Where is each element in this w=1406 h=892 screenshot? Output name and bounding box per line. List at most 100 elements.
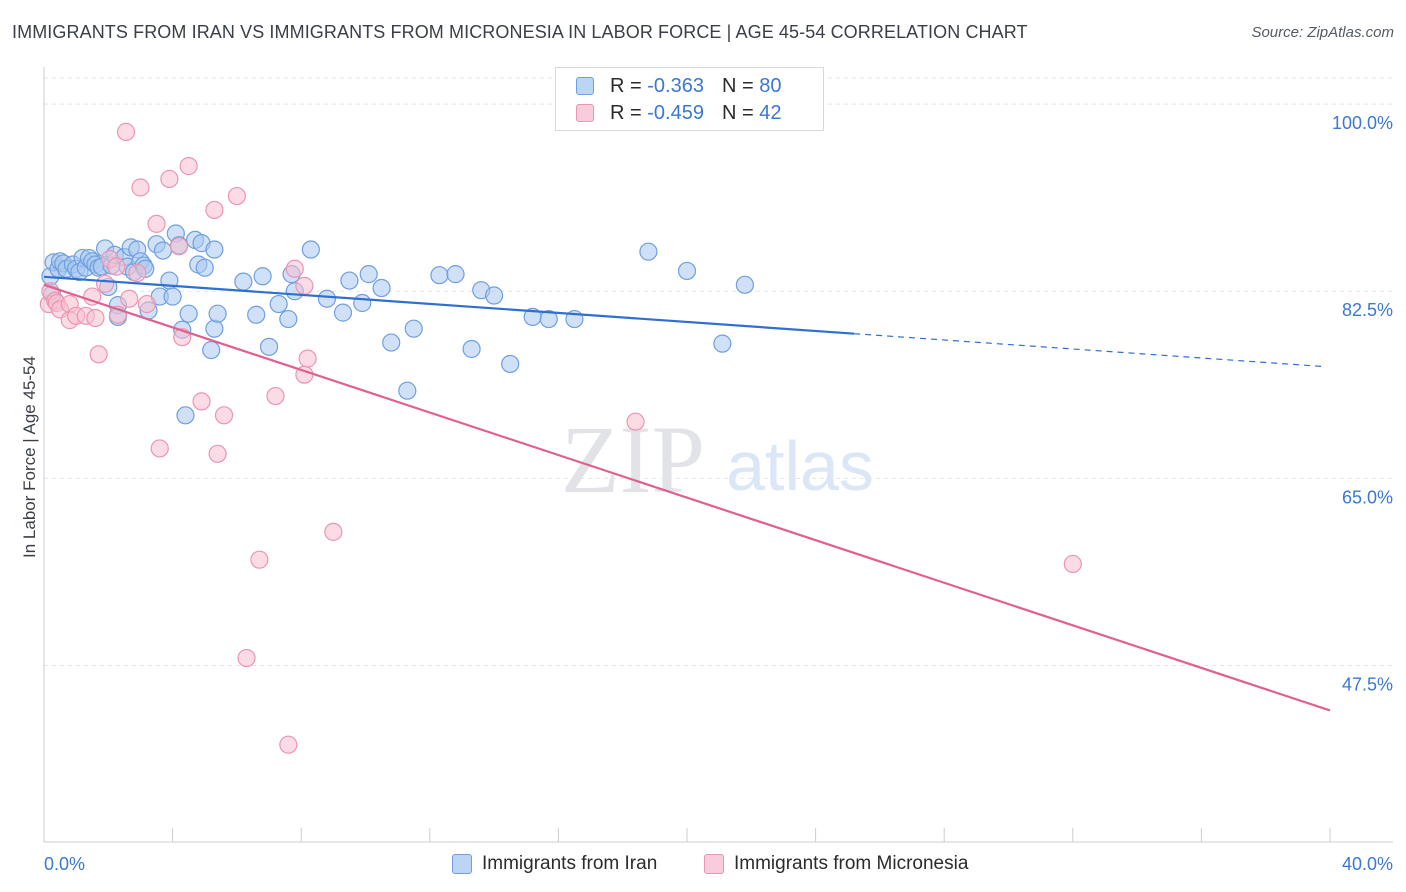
iran-point: [234, 272, 253, 291]
micronesia-point: [147, 214, 166, 233]
legend-item-iran[interactable]: Immigrants from Iran: [452, 851, 657, 877]
iran-point: [163, 287, 182, 306]
y-tick-label: 65.0%: [1342, 487, 1393, 507]
micronesia-point: [237, 648, 256, 668]
axis-labels: 100.0% 82.5% 65.0% 47.5% 0.0% 40.0% In Labor F…: [20, 113, 1393, 874]
x-tick-label: 40.0%: [1342, 854, 1393, 874]
y-tick-label: 82.5%: [1342, 300, 1393, 320]
micronesia-point: [298, 349, 317, 368]
micronesia-point: [131, 178, 150, 197]
legend-item-micronesia[interactable]: Immigrants from Micronesia: [704, 851, 968, 877]
iran-point: [205, 319, 224, 338]
iran-point: [539, 309, 558, 329]
iran-point: [713, 334, 732, 353]
stats-legend-row-iran: R = -0.363 N = 80: [576, 73, 781, 99]
iran-point: [301, 240, 320, 259]
chart-title: IMMIGRANTS FROM IRAN VS IMMIGRANTS FROM …: [12, 22, 1028, 42]
legend-label-micronesia: Immigrants from Micronesia: [734, 853, 969, 874]
iran-point: [501, 354, 520, 374]
r-label: R =: [610, 101, 642, 124]
r-value-micronesia: -0.459: [647, 101, 704, 124]
iran-point: [735, 275, 754, 294]
micronesia-point: [83, 287, 102, 306]
r-value-iran: -0.363: [647, 74, 704, 97]
trend-lines: [43, 275, 1331, 712]
n-value-iran: 80: [759, 74, 782, 97]
micronesia-point: [169, 237, 189, 256]
iran-point: [485, 286, 504, 305]
iran-point: [446, 265, 465, 284]
micronesia-point: [295, 276, 314, 295]
micronesia-point: [86, 308, 105, 328]
source-label: Source: ZipAtlas.com: [1251, 24, 1394, 41]
micronesia-point: [266, 386, 285, 406]
micronesia-point: [137, 294, 156, 314]
iran-point: [340, 271, 359, 290]
micronesia-point: [107, 257, 126, 276]
y-axis-title: In Labor Force | Age 45-54: [20, 356, 39, 558]
n-label: N =: [721, 101, 754, 124]
y-tick-label: 47.5%: [1342, 675, 1393, 695]
iran-point: [677, 261, 697, 281]
iran-point: [176, 406, 195, 425]
iran-point: [205, 240, 224, 259]
iran-point: [404, 319, 423, 338]
n-value-micronesia: 42: [759, 101, 782, 124]
iran-point: [359, 265, 378, 284]
x-tick-label: 0.0%: [44, 854, 85, 874]
micronesia-point: [116, 122, 136, 141]
iran-point: [353, 293, 372, 313]
iran-point: [279, 309, 298, 329]
iran-point: [269, 294, 288, 314]
iran-point: [253, 267, 272, 286]
micronesia-point: [285, 259, 304, 278]
watermark: ZIP atlas: [561, 406, 874, 513]
stats-legend-row-micronesia: R = -0.459 N = 42: [576, 100, 781, 126]
iran-point: [247, 305, 266, 324]
y-tick-label: 100.0%: [1332, 113, 1393, 133]
iran-point: [202, 340, 221, 360]
micronesia-point: [179, 157, 198, 176]
micronesia-point: [279, 735, 298, 754]
iran-point: [153, 241, 173, 260]
iran-point: [372, 278, 391, 298]
iran-point: [259, 337, 279, 356]
iran-point: [195, 258, 214, 277]
iran-point: [333, 303, 353, 322]
iran-legend-swatch: [452, 854, 472, 874]
micronesia-point: [214, 406, 234, 425]
iran-point: [639, 242, 658, 261]
n-label: N =: [721, 74, 754, 97]
iran-point: [398, 381, 417, 400]
micronesia-point: [1063, 554, 1082, 574]
iran-swatch: [576, 77, 594, 95]
micronesia-point: [150, 439, 169, 458]
micronesia-point: [324, 522, 343, 541]
micronesia-point: [89, 345, 108, 364]
iran-trend-line: [43, 275, 855, 335]
micronesia-point: [160, 169, 179, 189]
micronesia-point: [250, 550, 269, 569]
micronesia-point: [95, 274, 115, 293]
gridlines: [44, 77, 1393, 667]
micronesia-swatch: [576, 104, 594, 122]
micronesia-point: [120, 289, 139, 308]
stats-legend: R = -0.363 N = 80 R = -0.459 N = 42: [555, 67, 824, 131]
axes: [43, 67, 1393, 843]
iran-point: [179, 304, 198, 323]
micronesia-point: [208, 444, 227, 463]
micronesia-point: [205, 200, 224, 220]
iran-point: [317, 289, 337, 308]
micronesia-point: [227, 186, 246, 206]
iran-trend-extension: [854, 333, 1324, 368]
micronesia-point: [626, 412, 645, 431]
iran-point: [430, 266, 449, 285]
watermark-atlas: atlas: [726, 427, 874, 505]
micronesia-point: [192, 392, 211, 411]
iran-point: [382, 333, 401, 352]
micronesia-trend-line: [43, 283, 1331, 712]
micronesia-legend-swatch: [704, 854, 724, 874]
r-label: R =: [610, 74, 642, 97]
legend-label-iran: Immigrants from Iran: [482, 853, 658, 874]
